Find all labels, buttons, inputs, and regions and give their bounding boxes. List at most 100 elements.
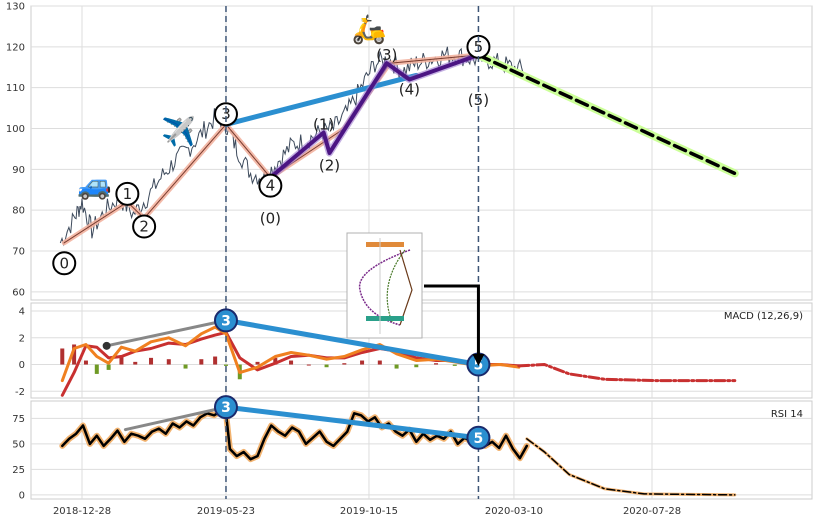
macd-histogram-bar	[324, 364, 329, 368]
macd-histogram-bar	[199, 359, 204, 365]
price-line	[59, 46, 526, 247]
macd-histogram-bar	[223, 364, 228, 366]
sub-wave-label: (4)	[399, 81, 420, 99]
wave-badge-label: 3	[221, 313, 231, 329]
inset-curve-purple	[358, 249, 411, 326]
rsi-ytick-label: 0	[19, 490, 25, 501]
sub-wave-label: (0)	[260, 209, 281, 227]
inset-curve-brown	[399, 249, 413, 326]
inset-band-top	[366, 242, 404, 247]
macd-histogram-bar	[414, 364, 419, 368]
macd-gray-line	[105, 318, 228, 348]
rsi-panel-label: RSI 14	[771, 409, 803, 420]
wave-label: 4	[266, 177, 276, 195]
wave-label-circle	[52, 251, 77, 276]
macd-histogram-bar	[213, 356, 218, 365]
rsi-panel: 0 25 50 75 RSI 14	[12, 400, 813, 501]
wave-badge	[213, 308, 238, 333]
wave-label: 0	[59, 254, 69, 272]
wave-label: 3	[221, 105, 231, 123]
trend-line	[223, 72, 419, 127]
macd-series	[60, 317, 737, 397]
inset-curve-green	[386, 249, 406, 323]
x-tick-label: 2019-05-23	[197, 506, 255, 517]
price-ytick-label: 90	[12, 165, 25, 176]
inset-arrow	[424, 284, 480, 355]
wave-label-circle	[258, 173, 283, 198]
macd-histogram-bar	[289, 360, 294, 365]
wave-label-circle	[132, 214, 157, 239]
rsi-ytick-label: 50	[12, 439, 25, 450]
macd-divergence-line	[223, 317, 481, 367]
macd-ytick-label: 4	[19, 307, 25, 318]
wave-label-circle	[115, 181, 140, 206]
macd-ytick-label: -2	[15, 387, 25, 398]
macd-histogram-bar	[342, 363, 347, 365]
macd-histogram-bar	[166, 359, 171, 365]
macd-histogram-bar	[94, 364, 99, 374]
price-ytick-label: 80	[12, 206, 25, 217]
airplane-icon: ✈️	[161, 114, 196, 148]
macd-histogram-bar	[133, 361, 138, 365]
macd-ytick-label: 2	[19, 333, 25, 344]
macd-histogram-bar	[60, 348, 65, 365]
sub-wave-label: (3)	[376, 46, 397, 64]
macd-histogram-bar	[360, 360, 365, 365]
price-ytick-label: 110	[6, 83, 25, 94]
macd-histogram-bar	[106, 364, 111, 370]
macd-line	[60, 325, 521, 383]
price-ytick-label: 130	[6, 2, 25, 13]
scooter-icon: 🛵	[352, 13, 387, 46]
forecast-line	[476, 53, 737, 176]
macd-histogram-bar	[394, 364, 399, 369]
inset-arrow-head	[472, 354, 485, 366]
x-axis-ticks: 2018-12-28 2019-05-23 2019-10-15 2020-03-10…	[53, 506, 681, 517]
macd-gray-dot	[102, 341, 111, 350]
macd-histogram-bar	[273, 357, 278, 365]
rsi-forecast-line	[526, 438, 736, 496]
sub-wave-line	[268, 53, 481, 180]
overlay: 3535	[213, 6, 491, 499]
macd-histogram-bar	[83, 360, 88, 365]
macd-histogram-bar	[149, 357, 154, 365]
rsi-panel-frame	[30, 400, 813, 500]
wave-badge-label: 5	[474, 431, 484, 447]
macd-panel-label: MACD (12,26,9)	[724, 311, 803, 322]
car-icon: 🚙	[77, 168, 112, 201]
price-series: 012345(0)(1)(2)(3)(4)(5)🚙✈️🛵	[52, 13, 739, 276]
wave-badge	[466, 425, 491, 450]
inset-band-bottom	[366, 316, 404, 321]
x-tick-label: 2019-10-15	[340, 506, 398, 517]
macd-histogram-bar	[183, 364, 188, 369]
x-tick-label: 2020-07-28	[623, 506, 681, 517]
wave-badge-label: 3	[221, 400, 231, 416]
macd-histogram-bar	[306, 364, 311, 366]
wave-badge	[213, 395, 238, 420]
macd-histogram-bar	[452, 364, 457, 366]
rsi-series	[59, 404, 737, 497]
macd-histogram-bar	[119, 355, 124, 365]
macd-histogram-bar	[255, 361, 260, 365]
price-ytick-label: 120	[6, 42, 25, 53]
macd-panel: -2 0 2 4 MACD (12,26,9)	[15, 302, 813, 399]
macd-forecast-line	[517, 363, 737, 383]
macd-histogram-bar	[377, 360, 382, 365]
price-ytick-label: 100	[6, 124, 25, 135]
price-ytick-label: 60	[12, 287, 25, 298]
sub-wave-label: (1)	[313, 115, 334, 133]
price-ytick-label: 70	[12, 247, 25, 258]
macd-ytick-label: 0	[19, 360, 25, 371]
wave-label: 1	[123, 185, 133, 203]
rsi-ytick-label: 75	[12, 414, 25, 425]
x-tick-label: 2018-12-28	[53, 506, 111, 517]
macd-histogram-bar	[72, 344, 77, 365]
sub-wave-label: (2)	[319, 156, 340, 174]
wave-label: 2	[139, 218, 149, 236]
wave-label-circle	[213, 102, 238, 127]
rsi-divergence-line	[223, 404, 481, 441]
macd-histogram-bar	[434, 363, 439, 365]
rsi-ytick-label: 25	[12, 465, 25, 476]
inset-thumbnail	[346, 232, 423, 339]
rsi-gray-line	[123, 405, 228, 432]
